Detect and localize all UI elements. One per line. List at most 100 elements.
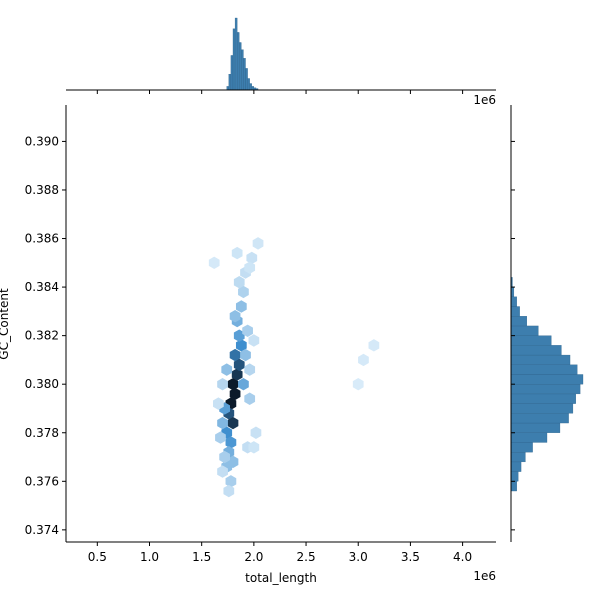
hexbin-cell <box>246 251 258 265</box>
hexbin-cell <box>248 334 260 347</box>
top-marginal-axes: 1e6 <box>66 17 496 107</box>
y-tick-label: 0.384 <box>25 280 59 294</box>
hexbin-cell <box>231 246 243 260</box>
y-tick-label: 0.376 <box>25 474 59 488</box>
hexbin-cell <box>229 310 241 323</box>
top-hist-bar <box>230 55 234 91</box>
hexbin-cell <box>235 300 247 313</box>
hexbin-cell <box>233 358 245 371</box>
y-tick-label: 0.388 <box>25 183 59 197</box>
hexbin-layer <box>208 237 380 498</box>
top-hist-bar <box>226 86 229 91</box>
y-tick-label: 0.374 <box>25 523 59 537</box>
hexbin-cell <box>238 285 249 299</box>
right-hist-bar <box>510 452 526 463</box>
top-hist-bar <box>232 28 236 91</box>
top-marginal-histogram <box>226 17 259 91</box>
joint-axes: 0.5 1.0 1.5 2.0 2.5 3.0 3.5 4.0 0.374 0.376 0.378… <box>0 105 496 585</box>
y-ticks: 0.374 0.376 0.378 0.380 0.382 0.384 0.386 0.388… <box>25 134 66 537</box>
right-hist-bar <box>510 345 562 356</box>
hexbin-cell <box>213 397 224 410</box>
x-tick-label: 1.5 <box>192 550 211 564</box>
hexbin-cell <box>231 368 243 381</box>
right-hist-bar <box>510 422 561 433</box>
x-tick-label: 2.5 <box>297 550 316 564</box>
top-marginal-ticks <box>96 90 464 94</box>
x-tick-label: 0.5 <box>88 550 107 564</box>
hexbin-cell <box>227 416 239 430</box>
top-hist-bar <box>234 17 238 91</box>
hexbin-cell <box>252 237 264 250</box>
hexbin-cell <box>352 377 364 391</box>
hexbin-cell <box>233 276 245 289</box>
top-hist-bar <box>243 58 246 91</box>
right-hist-bar <box>510 325 539 336</box>
hexbin-cell <box>250 426 262 439</box>
hexbin-cell <box>225 436 237 449</box>
hexbin-cell <box>240 348 251 362</box>
top-hist-bar <box>249 83 252 91</box>
y-axis-title: GC_Content <box>0 288 11 360</box>
x-offset-label: 1e6 <box>473 569 496 583</box>
hexbin-cell <box>227 455 239 469</box>
hexbin-cell <box>368 339 380 352</box>
y-tick-label: 0.380 <box>25 377 59 391</box>
y-tick-label: 0.390 <box>25 134 59 148</box>
hexbin-cell <box>225 475 237 488</box>
y-tick-label: 0.378 <box>25 426 59 440</box>
x-tick-label: 3.0 <box>349 550 368 564</box>
top-hist-bar <box>251 86 255 91</box>
y-tick-label: 0.386 <box>25 232 59 246</box>
right-hist-bar <box>510 432 548 443</box>
hexbin-cell <box>217 416 228 430</box>
hexbin-cell <box>221 363 233 376</box>
right-hist-bar <box>510 471 519 482</box>
right-hist-bar <box>510 354 571 365</box>
top-hist-bar <box>247 78 250 91</box>
hexbin-cell <box>217 377 228 391</box>
right-hist-bar <box>510 316 527 327</box>
hexbin-cell <box>217 465 228 478</box>
hexbin-cell <box>208 256 220 270</box>
right-hist-bar <box>510 461 522 472</box>
hexbin-cell <box>233 329 245 342</box>
x-ticks: 0.5 1.0 1.5 2.0 2.5 3.0 3.5 4.0 <box>88 542 472 564</box>
top-hist-bar <box>228 74 232 91</box>
hexbin-cell <box>244 392 256 405</box>
right-hist-bar <box>510 296 517 307</box>
top-hist-bar <box>245 68 248 91</box>
x-tick-label: 1.0 <box>140 550 159 564</box>
hexbin-cell <box>242 324 253 337</box>
hexbin-cell <box>215 431 226 444</box>
right-marginal-axes <box>510 105 584 542</box>
right-hist-bar <box>510 306 520 317</box>
hexbin-cell <box>223 484 235 498</box>
x-tick-label: 2.0 <box>244 550 263 564</box>
hexbin-cell <box>358 353 369 367</box>
hexbin-cell <box>244 261 256 274</box>
x-tick-label: 4.0 <box>453 550 472 564</box>
top-hist-bar <box>239 42 242 91</box>
right-hist-bar <box>510 335 552 346</box>
x-tick-label: 3.5 <box>401 550 420 564</box>
right-marginal-histogram <box>510 277 584 492</box>
hexbin-cell <box>229 387 241 401</box>
right-hist-bar <box>510 384 581 395</box>
right-hist-bar <box>510 442 533 453</box>
hexbin-cell <box>227 377 239 391</box>
right-hist-bar <box>510 393 576 404</box>
top-hist-bar <box>237 32 240 91</box>
hexbin-cell <box>219 450 231 464</box>
hexbin-cell <box>235 339 247 352</box>
top-hist-bar <box>241 49 244 91</box>
right-hist-bar <box>510 413 569 424</box>
top-offset-label: 1e6 <box>473 93 496 107</box>
right-hist-bar <box>510 364 578 375</box>
x-axis-title: total_length <box>245 571 317 585</box>
right-hist-bar <box>510 374 584 385</box>
y-tick-label: 0.382 <box>25 329 59 343</box>
hexbin-cell <box>248 441 260 454</box>
right-hist-bar <box>510 481 517 492</box>
right-marginal-ticks <box>511 140 515 531</box>
